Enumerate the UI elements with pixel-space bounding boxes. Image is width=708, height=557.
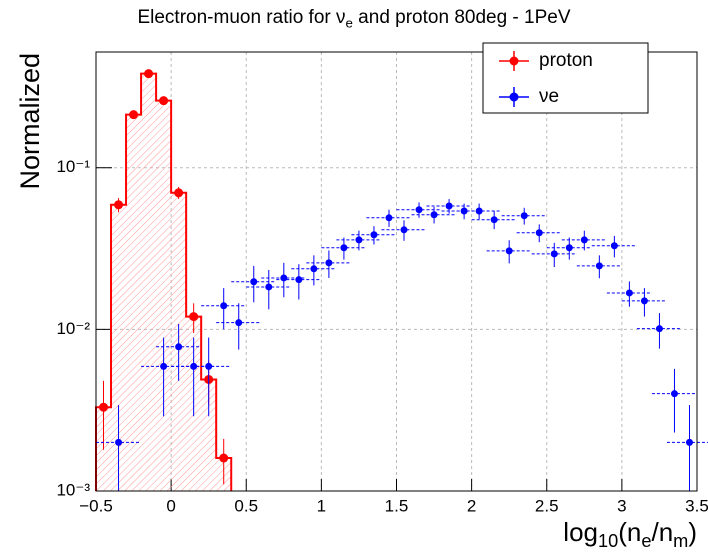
marker: [189, 312, 199, 322]
marker: [250, 278, 258, 286]
marker: [144, 69, 154, 79]
legend-label: νe: [539, 86, 559, 107]
y-tick-label: 10⁻²: [56, 319, 90, 338]
marker: [550, 250, 558, 258]
marker: [400, 226, 408, 234]
x-tick-label: 3: [617, 496, 626, 515]
text-part: e: [641, 531, 651, 551]
marker: [340, 244, 348, 252]
marker: [625, 289, 633, 297]
x-tick-label: 3.5: [685, 496, 708, 515]
x-tick-label: 2: [467, 496, 476, 515]
text-part: ): [688, 517, 697, 547]
rich-text: Electron-muon ratio for νe and proton 80…: [137, 7, 570, 30]
marker: [535, 229, 543, 237]
x-tick-label: 0: [166, 496, 175, 515]
marker: [220, 302, 228, 310]
marker: [685, 438, 693, 446]
marker: [610, 242, 618, 250]
legend-swatch: [509, 56, 519, 66]
marker: [325, 259, 333, 267]
marker: [385, 214, 393, 222]
text-part: e: [346, 15, 353, 30]
marker: [475, 207, 483, 215]
marker: [219, 453, 229, 463]
marker: [520, 212, 528, 220]
rich-text: log10(ne/nm): [563, 517, 697, 551]
y-tick-label: 10⁻³: [56, 480, 90, 499]
legend-label: proton: [539, 50, 593, 71]
marker: [295, 276, 303, 284]
text-part: 10: [598, 531, 618, 551]
marker: [595, 262, 603, 270]
marker: [235, 319, 243, 327]
marker: [670, 390, 678, 398]
x-tick-label: 1: [317, 496, 326, 515]
text-part: /n: [651, 517, 673, 547]
text-part: m: [673, 531, 688, 551]
marker: [370, 231, 378, 239]
legend-box: [482, 42, 649, 114]
marker: [265, 283, 273, 291]
text-part: Electron-muon ratio for ν: [137, 7, 345, 28]
marker: [280, 274, 288, 282]
marker: [205, 362, 213, 370]
marker: [640, 297, 648, 305]
marker: [174, 188, 184, 198]
text-part: and proton 80deg - 1PeV: [353, 7, 571, 28]
text-part: (n: [618, 517, 641, 547]
marker: [445, 202, 453, 210]
x-tick-label: 2.5: [535, 496, 559, 515]
marker: [580, 236, 588, 244]
marker: [175, 343, 183, 351]
y-axis-label: Normalized: [15, 53, 45, 190]
marker: [655, 325, 663, 333]
marker: [355, 236, 363, 244]
marker: [505, 247, 513, 255]
text-part: log: [563, 517, 598, 547]
marker: [565, 244, 573, 252]
marker: [310, 265, 318, 273]
y-tick-label: 10⁻¹: [56, 157, 90, 176]
marker: [159, 96, 169, 106]
marker: [99, 402, 109, 412]
marker: [114, 200, 124, 210]
marker: [430, 211, 438, 219]
marker: [115, 438, 123, 446]
marker: [490, 216, 498, 224]
histogram-fill: [96, 73, 232, 492]
marker: [129, 110, 139, 120]
marker: [415, 206, 423, 214]
x-tick-label: 1.5: [385, 496, 409, 515]
marker: [160, 362, 168, 370]
x-tick-label: 0.5: [234, 496, 258, 515]
x-tick-label: −0.5: [79, 496, 113, 515]
legend-swatch: [509, 92, 519, 102]
plot-frame: [95, 51, 698, 492]
